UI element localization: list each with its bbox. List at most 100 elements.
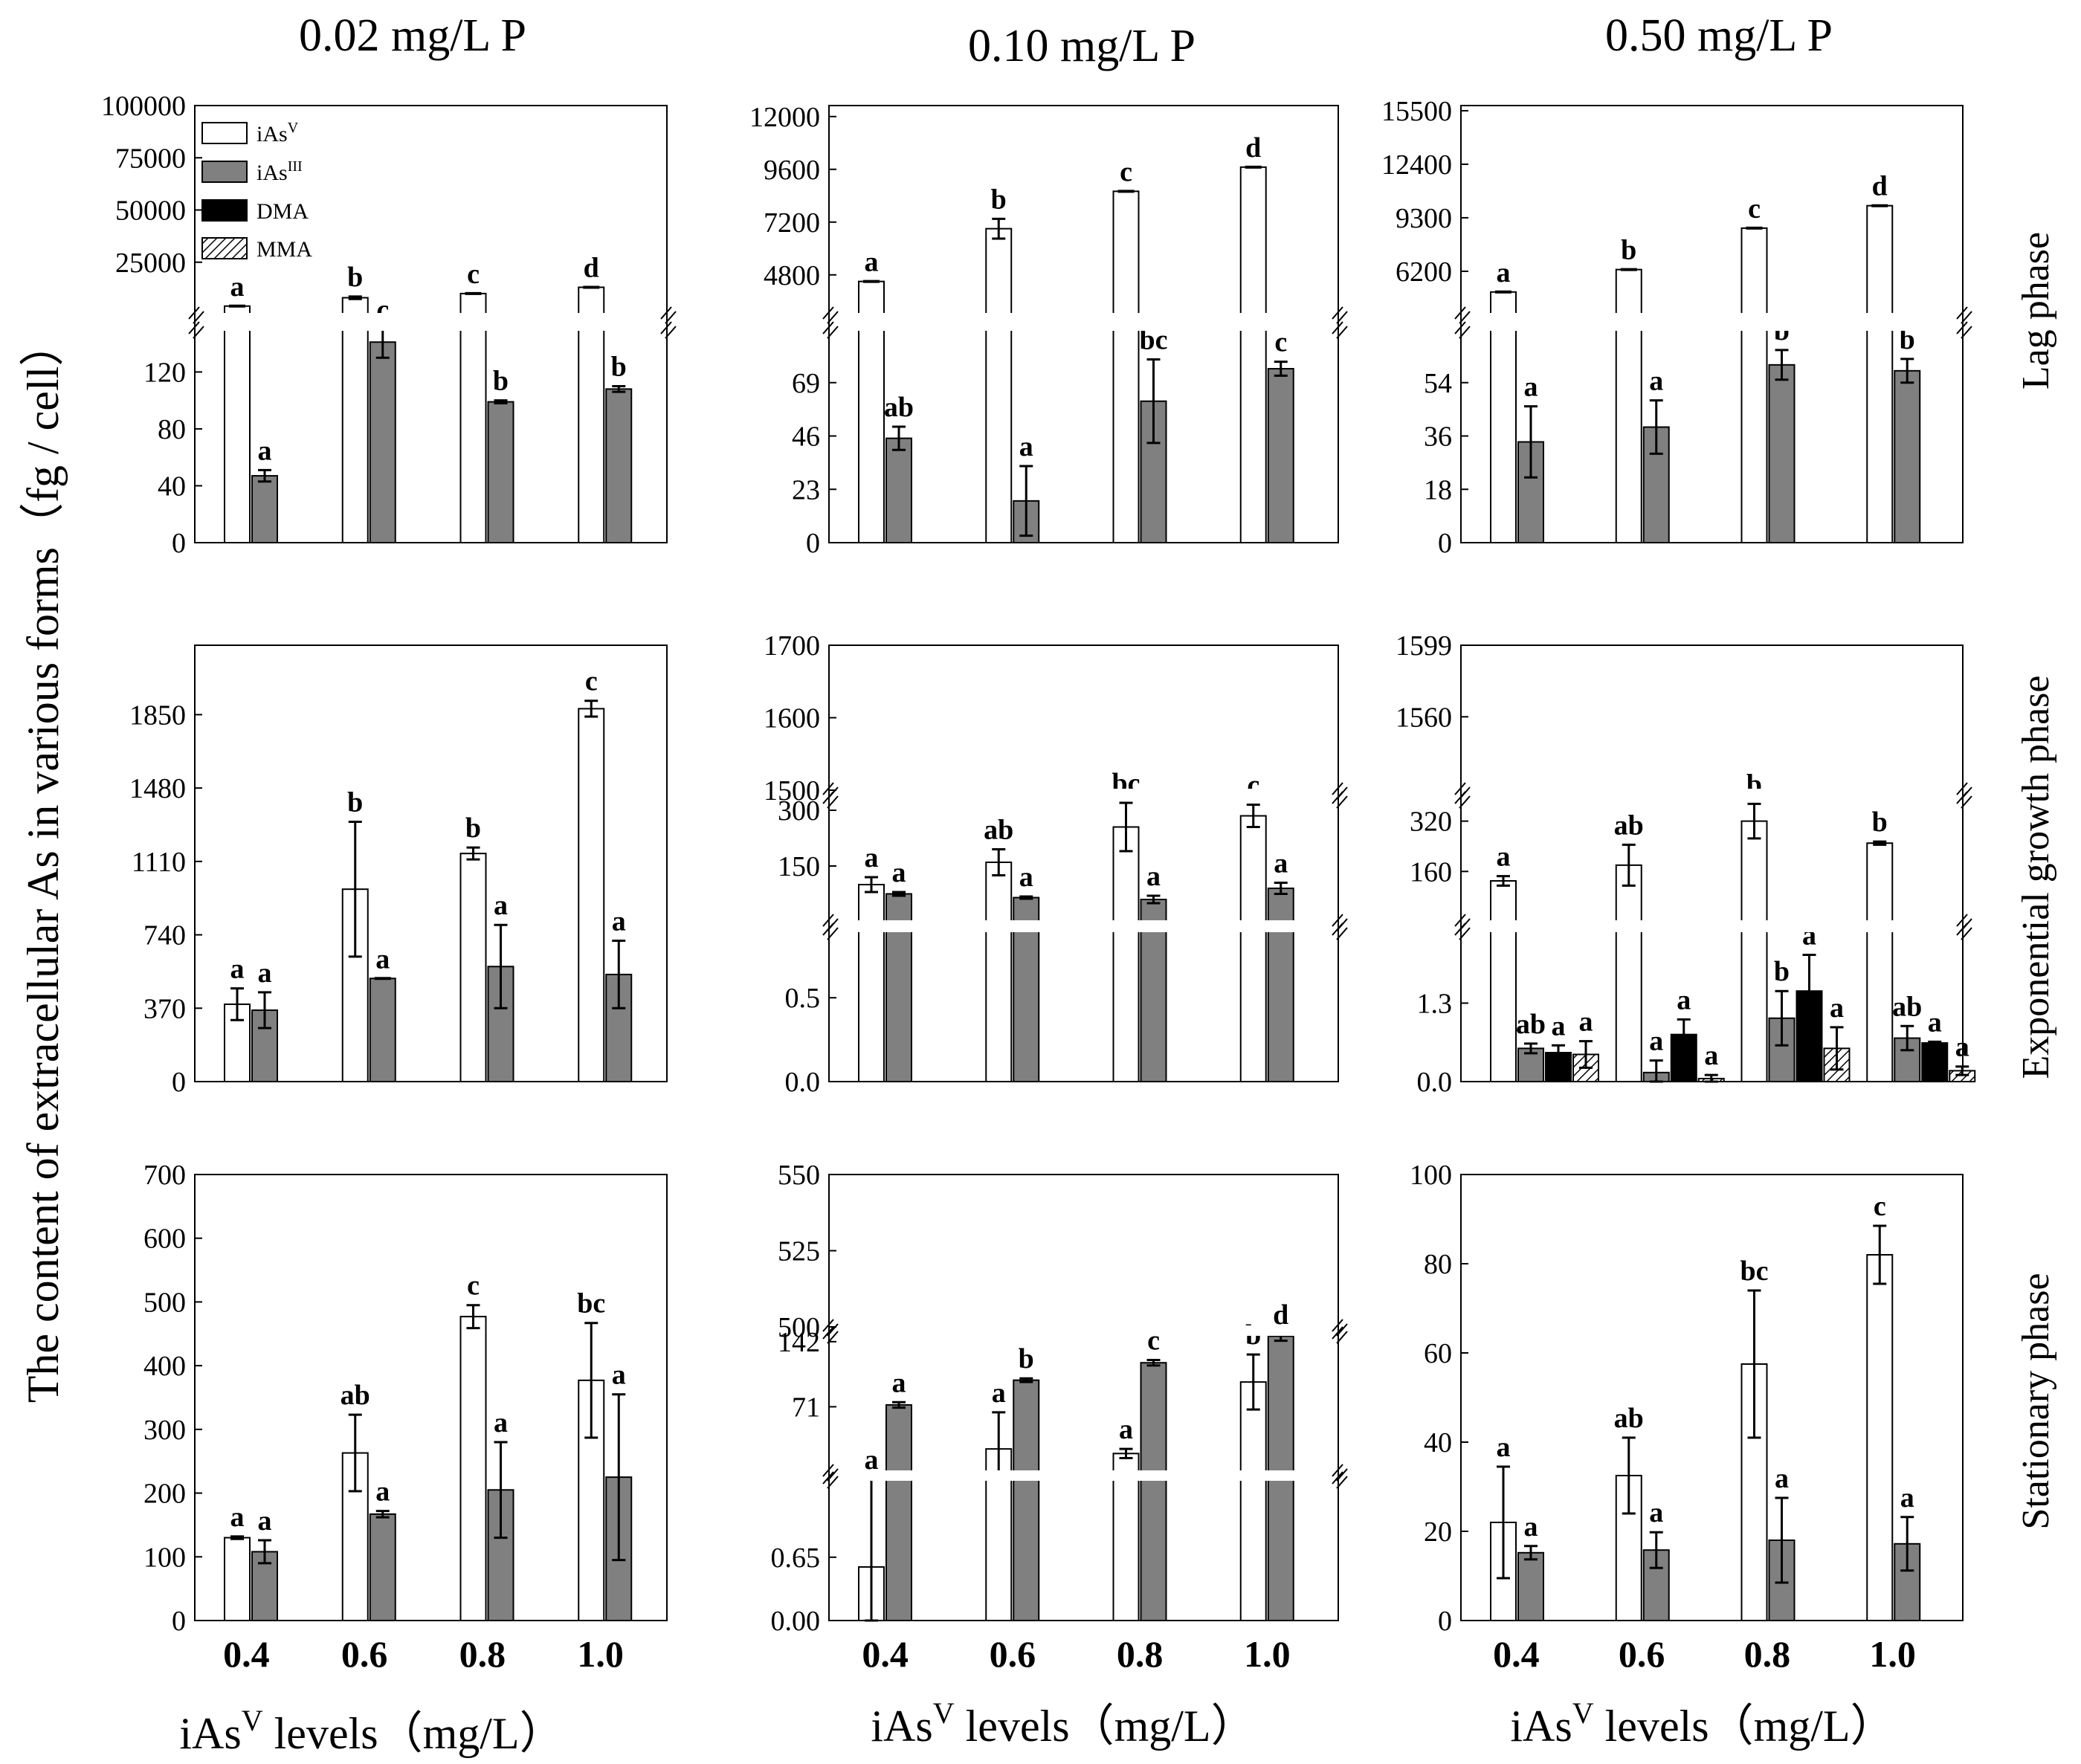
y-tick-label: 300 [143,1415,186,1446]
y-tick-label: 60 [1424,1338,1452,1369]
bar-iasv [1239,815,1267,1082]
legend-name: iAs [257,122,288,146]
significance-label: a [1775,1463,1789,1494]
axis-break-mark [827,1323,839,1337]
axis-break-mark [660,321,672,335]
y-tick-label: 36 [1424,421,1452,453]
axis-break-mark [1332,1326,1343,1340]
significance-label: a [1497,257,1511,288]
x-axis-label-col2: iAsV levels（mg/L） [871,1696,1255,1751]
axis-break-gap [1451,314,1459,329]
significance-label: b [1774,956,1790,987]
significance-label: c [1120,156,1132,187]
x-label-rest: levels（mg/L） [263,1709,564,1758]
axis-break-gap [830,313,1337,331]
bar-iasv [1740,820,1768,1082]
bar-dma [1921,1042,1949,1082]
significance-label: b [991,184,1007,215]
significance-label: a [1928,1007,1942,1038]
significance-label: a [1649,1497,1663,1528]
significance-label: a [1649,1026,1663,1057]
axis-break-mark [193,326,204,339]
column-title-0.10: 0.10 mg/L P [968,21,1196,71]
significance-label: a [258,435,272,466]
significance-label: c [1274,327,1287,358]
axis-break-mark [1454,923,1466,936]
x-label-rest: levels（mg/L） [955,1702,1256,1751]
y-tick-label: 46 [792,421,820,453]
y-tick-label: 500 [143,1287,186,1318]
axis-break-gap [830,1325,1337,1336]
significance-label: a [1497,1432,1511,1463]
significance-label: a [494,890,508,921]
bar-iasv [224,305,251,543]
significance-label: c [1874,1191,1886,1222]
axis-break-mark [1956,306,1968,320]
y-tick-label: 4800 [764,260,820,291]
plot-frame [194,1174,668,1621]
y-tick-label: 23 [792,474,820,505]
y-axis-label: The content of extracellular As in vario… [19,322,68,1403]
y-tick-label: 1.3 [1417,988,1453,1019]
bar-iasv [1866,204,1894,543]
axis-break-mark [1336,311,1348,324]
axis-break-mark [822,923,834,936]
y-tick-label: 0 [1438,528,1452,559]
significance-label: a [375,943,390,975]
axis-break-mark [822,1319,834,1332]
x-label-main: iAs [179,1709,241,1758]
axis-break-gap [830,789,1337,801]
axis-break-mark [1459,795,1471,809]
y-tick-label: 0.00 [771,1606,821,1637]
bar-iasv [858,884,885,1082]
axis-break-mark [1336,326,1348,339]
y-tick-label: 160 [1410,856,1452,888]
y-tick-label: 0 [806,528,820,559]
plot-frame [194,105,668,543]
y-tick-label: 80 [158,414,186,445]
bar-iasiii [605,388,633,543]
y-tick-label: 320 [1410,807,1452,838]
significance-label: c [467,259,480,290]
significance-label: a [1579,1007,1593,1038]
significance-label: a [258,957,272,989]
bar-iasiii [251,475,278,543]
axis-break-mark [822,306,834,320]
axis-break-mark [1454,306,1466,320]
y-tick-label: 9300 [1396,203,1452,234]
legend-name: iAs [257,161,288,185]
significance-label: b [611,352,627,383]
axis-break-gap [830,1470,1337,1481]
bar-iasv [459,853,487,1082]
bar-iasv [578,708,605,1083]
axis-break-mark [1956,923,1968,936]
significance-label: b [1621,235,1636,266]
axis-break-gap [1462,313,1961,331]
x-tick-label: 0.6 [1619,1633,1665,1675]
significance-label: c [585,666,598,697]
axis-break-mark [1336,1468,1348,1482]
y-tick-label: 100000 [101,91,186,122]
x-tick-label: 1.0 [1244,1633,1291,1675]
axis-break-mark [1336,927,1348,940]
significance-label: a [375,1476,390,1508]
significance-label: ab [1892,991,1922,1022]
significance-label: a [1019,862,1033,893]
y-tick-label: 1599 [1396,630,1452,662]
bar-iasv [1112,190,1140,543]
significance-label: a [1704,1040,1718,1071]
axis-break-mark [822,321,834,335]
chart-panel-9: a ab bc c a a a a 0 20 40 60 80 100 0.4 0.6 0.8 1.0 [1410,1160,1964,1675]
bar-iasiii [1267,888,1294,1082]
bar-iasv [1615,864,1642,1083]
legend-swatch-iasv [201,122,248,144]
axis-break-mark [822,1471,834,1484]
plot-frame [194,644,668,1082]
significance-label: ab [1516,1009,1546,1040]
axis-break-mark [665,311,677,324]
axis-break-mark [1961,927,1972,940]
y-tick-label: 80 [1424,1249,1452,1280]
bar-iasiii [369,1513,396,1622]
y-tick-label: 1110 [132,847,186,878]
axis-break-mark [1332,914,1343,927]
